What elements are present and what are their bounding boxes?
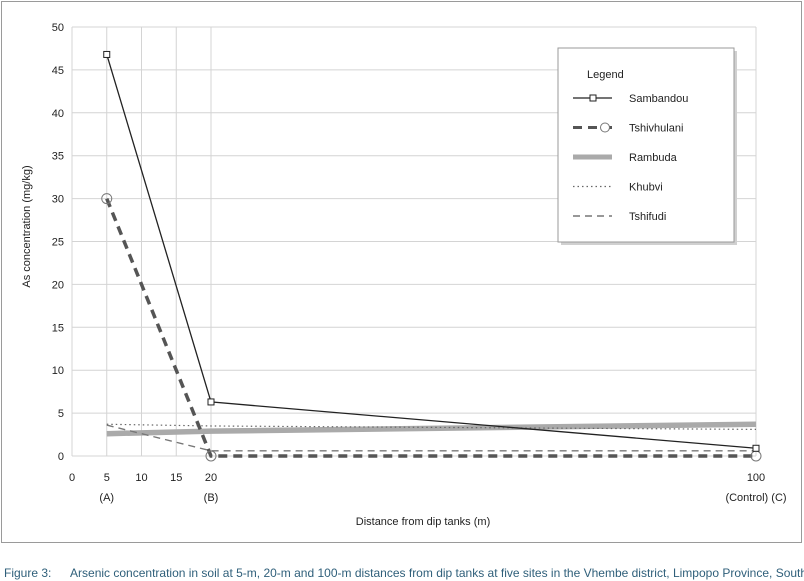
series-line-khubvi	[106, 423, 757, 431]
y-axis-label: As concentration (mg/kg)	[21, 165, 33, 287]
chart-legend: Legend Sambandou Tshivhulani Rambuda Khubvi T…	[557, 47, 737, 245]
legend-label-tshifudi: Tshifudi	[629, 211, 666, 223]
legend-label-rambuda: Rambuda	[629, 152, 678, 164]
x-site-label: (Control) (C)	[725, 492, 786, 504]
x-tick-label: 5	[104, 472, 110, 484]
y-tick-label: 0	[58, 451, 64, 463]
legend-box	[557, 47, 735, 243]
figure-caption: Figure 3: Arsenic concentration in soil …	[4, 566, 804, 580]
legend-label-khubvi: Khubvi	[629, 182, 663, 194]
point-sambandou	[752, 444, 760, 452]
x-tick-label: 0	[69, 472, 75, 484]
legend-label-sambandou: Sambandou	[629, 93, 688, 105]
y-tick-label: 15	[52, 322, 64, 334]
chart-series	[101, 50, 762, 462]
y-tick-label: 25	[52, 237, 64, 249]
legend-title: Legend	[587, 69, 624, 81]
x-tick-label: 10	[135, 472, 147, 484]
x-tick-label: 15	[170, 472, 182, 484]
x-axis-label: Distance from dip tanks (m)	[356, 516, 490, 528]
legend-marker-sambandou	[589, 94, 597, 102]
y-tick-label: 30	[52, 194, 64, 206]
y-tick-label: 45	[52, 65, 64, 77]
y-tick-label: 35	[52, 151, 64, 163]
y-tick-label: 20	[52, 279, 64, 291]
y-tick-label: 10	[52, 365, 64, 377]
point-tshivhulani	[101, 193, 113, 205]
series-line-tshifudi	[106, 424, 756, 452]
caption-text: Arsenic concentration in soil at 5-m, 20…	[70, 566, 804, 580]
point-sambandou	[103, 50, 111, 58]
caption-label: Figure 3:	[4, 566, 52, 580]
x-tick-label: 20	[205, 472, 217, 484]
series-line-tshivhulani	[105, 197, 756, 458]
y-tick-label: 40	[52, 108, 64, 120]
y-tick-label: 50	[52, 22, 64, 34]
legend-label-tshivhulani: Tshivhulani	[629, 123, 683, 135]
x-site-label: (A)	[99, 492, 114, 504]
y-tick-label: 5	[58, 408, 64, 420]
series-line-rambuda	[106, 421, 757, 437]
chart-axes: 0 5 10 15 20 25 30 35 40 45 50 0 5 10 15 20 100 (A) (B) (Co…	[21, 22, 787, 528]
legend-marker-tshivhulani	[600, 122, 610, 133]
x-tick-label: 100	[747, 472, 765, 484]
x-site-label: (B)	[204, 492, 219, 504]
line-chart: 0 5 10 15 20 25 30 35 40 45 50 0 5 10 15 20 100 (A) (B) (Co…	[21, 22, 787, 528]
point-sambandou	[207, 398, 215, 406]
point-tshivhulani	[205, 450, 217, 462]
